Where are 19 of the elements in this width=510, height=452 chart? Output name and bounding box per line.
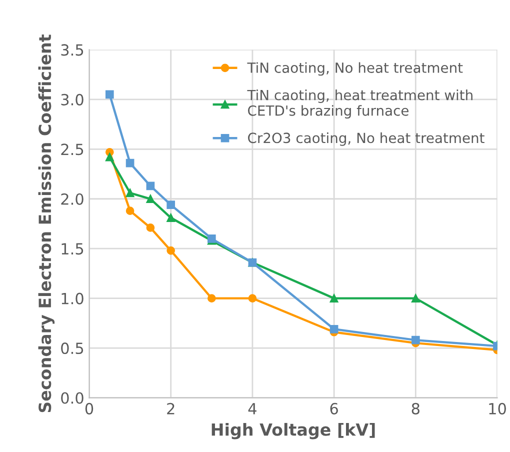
x-tick-label: 10 bbox=[489, 402, 506, 414]
y-tick-label: 0.0 bbox=[61, 392, 84, 404]
x-tick-label: 8 bbox=[412, 402, 420, 414]
y-tick-label: 0.5 bbox=[61, 342, 84, 354]
legend-label: TiN caoting, heat treatment with CETD's brazing furnace bbox=[247, 90, 472, 119]
x-tick-label: 2 bbox=[167, 402, 174, 414]
y-tick-label: 2.5 bbox=[61, 144, 84, 156]
y-tick-label: 3.5 bbox=[61, 44, 84, 56]
x-tick-label: 0 bbox=[85, 402, 94, 414]
y-tick-label: 3.0 bbox=[61, 94, 84, 106]
y-tick-label: 2.0 bbox=[61, 193, 84, 205]
legend-label: Cr2O3 caoting, No heat treatment bbox=[248, 132, 484, 146]
x-axis-title: High Voltage [kV] bbox=[212, 422, 375, 440]
x-tick-label: 6 bbox=[330, 402, 338, 414]
y-tick-label: 1.5 bbox=[62, 243, 84, 255]
y-axis-title: Secondary Electron Emission Coefficient bbox=[38, 34, 55, 412]
y-tick-label: 1.0 bbox=[62, 292, 84, 304]
x-tick-label: 4 bbox=[248, 403, 256, 414]
legend-label: TiN caoting, No heat treatment bbox=[247, 62, 463, 76]
